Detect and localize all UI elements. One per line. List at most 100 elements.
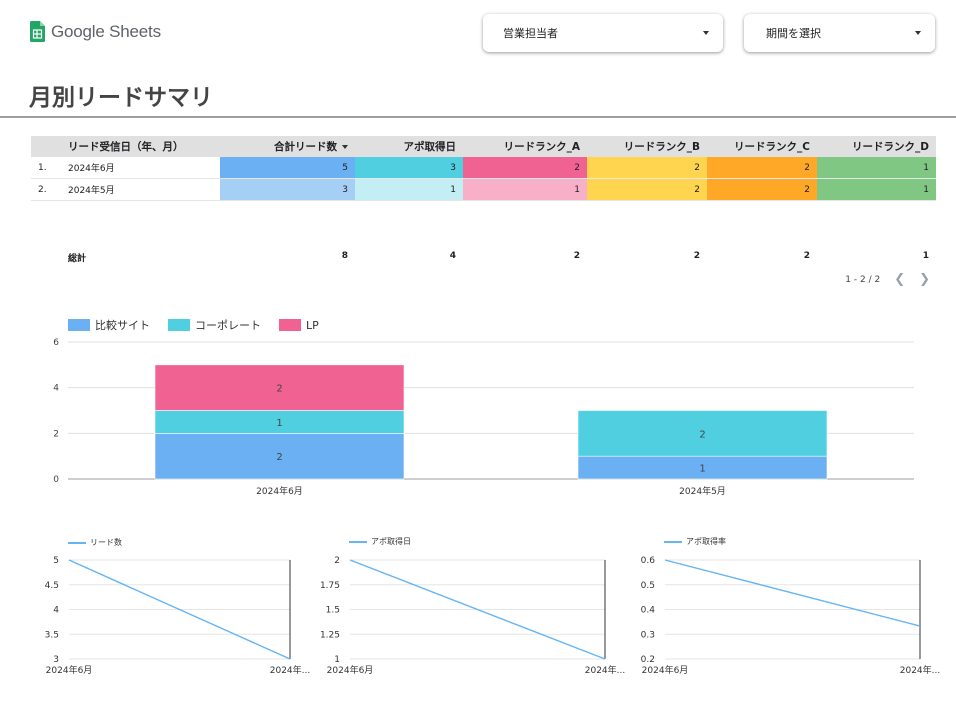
- totals-rank-a: 2: [573, 251, 580, 261]
- bar-chart-legend: 比較サイト コーポレート LP: [68, 317, 319, 333]
- caret-down-icon: [915, 31, 921, 35]
- legend-label: アポ取得日: [371, 537, 411, 546]
- header-rank-a[interactable]: リードランク_A: [463, 136, 587, 157]
- legend-swatch: [68, 319, 90, 331]
- cell-appointments: 1: [355, 178, 463, 201]
- legend-label: コーポレート: [195, 319, 261, 332]
- x-tick-label: 2024年6月: [327, 664, 374, 676]
- chevron-right-icon[interactable]: ❯: [919, 272, 930, 287]
- period-filter-label: 期間を選択: [766, 27, 821, 40]
- row-date: 2024年5月: [61, 178, 220, 201]
- totals-appointments: 4: [449, 251, 456, 261]
- header-appointments[interactable]: アポ取得日: [355, 136, 463, 157]
- series-line: [664, 559, 921, 627]
- sales-rep-filter-label: 営業担当者: [503, 27, 558, 40]
- y-tick-label: 0.6: [641, 556, 656, 566]
- header-index: [31, 136, 61, 157]
- y-tick-label: 3.5: [45, 630, 59, 640]
- table-header-row: リード受信日（年、月） 合計リード数 アポ取得日 リードランク_A リードランク…: [31, 136, 936, 157]
- chevron-left-icon[interactable]: ❮: [894, 272, 906, 287]
- lead-summary-table: リード受信日（年、月） 合計リード数 アポ取得日 リードランク_A リードランク…: [31, 136, 936, 201]
- row-date: 2024年6月: [61, 157, 220, 179]
- x-tick-label: 2024年6月: [256, 485, 303, 497]
- caret-down-icon: [703, 31, 709, 35]
- page-title: 月別リードサマリ: [29, 85, 213, 111]
- x-tick-label: 2024年6月: [642, 664, 689, 676]
- legend-item[interactable]: 比較サイト: [68, 317, 150, 333]
- header-total-leads[interactable]: 合計リード数: [220, 136, 355, 157]
- header-rank-d[interactable]: リードランク_D: [817, 136, 936, 157]
- y-tick-label: 5: [53, 556, 59, 566]
- header-received-date[interactable]: リード受信日（年、月）: [61, 136, 220, 157]
- y-tick-label: 4.5: [45, 581, 59, 591]
- legend-line: [68, 541, 86, 544]
- totals-row: 総計 8 4 2 2 2 1: [31, 251, 936, 264]
- x-tick-label: 2024年...: [270, 664, 311, 676]
- cell-total: 3: [220, 178, 355, 201]
- sales-rep-filter[interactable]: 営業担当者: [483, 14, 723, 52]
- legend-line: [664, 540, 682, 543]
- y-tick-label: 0: [53, 475, 59, 485]
- series-line: [349, 559, 606, 660]
- legend-label: LP: [306, 318, 319, 332]
- header-total-leads-label: 合計リード数: [274, 141, 337, 153]
- x-tick-label: 2024年...: [585, 664, 626, 676]
- row-index: 2.: [31, 178, 61, 201]
- y-tick-label: 3: [53, 655, 59, 665]
- y-tick-label: 0.4: [641, 606, 656, 616]
- y-tick-label: 0.5: [641, 581, 655, 591]
- legend-label: リード数: [90, 538, 122, 547]
- y-tick-label: 0.3: [641, 630, 655, 640]
- x-tick-label: 2024年6月: [46, 664, 93, 676]
- bar-data-label: 2: [699, 429, 705, 440]
- legend-label: 比較サイト: [95, 319, 150, 332]
- legend-swatch: [279, 319, 301, 331]
- app-name: Google Sheets: [51, 21, 161, 41]
- line-chart-legend: アポ取得率: [664, 536, 726, 547]
- row-index: 1.: [31, 157, 61, 179]
- table-pagination: 1 - 2 / 2 ❮ ❯: [845, 272, 930, 287]
- cell-rank-d: 1: [817, 178, 936, 201]
- y-tick-label: 1.25: [320, 630, 340, 640]
- cell-rank-a: 2: [463, 157, 587, 179]
- cell-total: 5: [220, 157, 355, 179]
- y-tick-label: 1.5: [326, 606, 340, 616]
- y-tick-label: 0.2: [641, 655, 655, 665]
- y-tick-label: 6: [53, 338, 59, 348]
- cell-appointments: 3: [355, 157, 463, 179]
- legend-line: [349, 540, 367, 543]
- title-divider: [0, 116, 956, 118]
- legend-swatch: [168, 319, 190, 331]
- y-tick-label: 2: [334, 556, 340, 566]
- table-row: 1. 2024年6月 5 3 2 2 2 1: [31, 157, 936, 179]
- header-rank-c[interactable]: リードランク_C: [707, 136, 817, 157]
- cell-rank-b: 2: [587, 157, 707, 179]
- table-row: 2. 2024年5月 3 1 1 2 2 1: [31, 178, 936, 201]
- sheets-icon: [30, 21, 45, 42]
- cell-rank-c: 2: [707, 178, 817, 201]
- bar-data-label: 1: [276, 418, 282, 429]
- totals-rank-b: 2: [693, 251, 700, 261]
- totals-total: 8: [341, 251, 348, 261]
- totals-rank-d: 1: [922, 251, 929, 261]
- bar-segment: [154, 364, 405, 411]
- sort-desc-icon: [342, 145, 348, 149]
- x-tick-label: 2024年5月: [679, 485, 726, 497]
- pagination-label: 1 - 2 / 2: [845, 274, 881, 285]
- cell-rank-c: 2: [707, 157, 817, 179]
- line-chart-legend: アポ取得日: [349, 536, 411, 547]
- header-rank-b[interactable]: リードランク_B: [587, 136, 707, 157]
- cell-rank-d: 1: [817, 157, 936, 179]
- legend-item[interactable]: LP: [279, 317, 319, 333]
- period-filter[interactable]: 期間を選択: [744, 14, 935, 52]
- legend-item[interactable]: コーポレート: [168, 317, 261, 333]
- y-tick-label: 4: [53, 384, 59, 394]
- x-tick-label: 2024年...: [900, 664, 941, 676]
- totals-label: 総計: [68, 254, 87, 264]
- totals-rank-c: 2: [803, 251, 810, 261]
- bar-segment: [154, 433, 405, 480]
- bar-data-label: 1: [699, 464, 705, 475]
- bar-segment: [577, 410, 828, 457]
- y-tick-label: 2: [53, 429, 59, 439]
